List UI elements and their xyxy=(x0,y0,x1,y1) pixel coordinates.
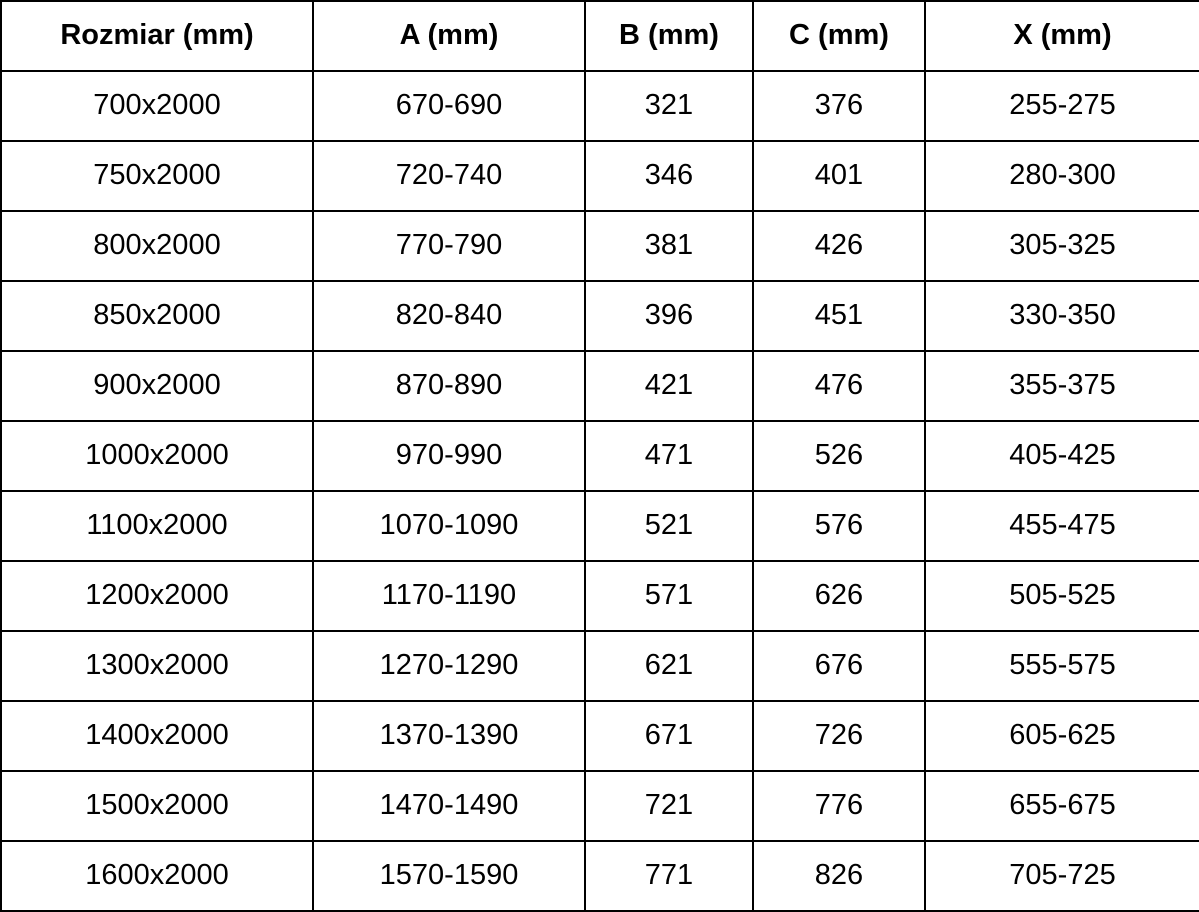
cell-c: 776 xyxy=(752,770,926,842)
cell-rozmiar: 750x2000 xyxy=(0,140,314,212)
cell-b: 571 xyxy=(584,560,754,632)
cell-c: 576 xyxy=(752,490,926,562)
cell-c: 401 xyxy=(752,140,926,212)
cell-b: 381 xyxy=(584,210,754,282)
cell-b: 771 xyxy=(584,840,754,912)
table-row: 1500x2000 1470-1490 721 776 655-675 xyxy=(0,770,1199,842)
cell-b: 521 xyxy=(584,490,754,562)
table-row: 900x2000 870-890 421 476 355-375 xyxy=(0,350,1199,422)
column-header-x: X (mm) xyxy=(924,0,1199,72)
table-row: 750x2000 720-740 346 401 280-300 xyxy=(0,140,1199,212)
cell-a: 1470-1490 xyxy=(312,770,586,842)
cell-b: 721 xyxy=(584,770,754,842)
cell-b: 396 xyxy=(584,280,754,352)
cell-rozmiar: 1500x2000 xyxy=(0,770,314,842)
cell-a: 670-690 xyxy=(312,70,586,142)
cell-rozmiar: 1100x2000 xyxy=(0,490,314,562)
cell-a: 820-840 xyxy=(312,280,586,352)
cell-x: 405-425 xyxy=(924,420,1199,492)
cell-a: 1070-1090 xyxy=(312,490,586,562)
cell-x: 705-725 xyxy=(924,840,1199,912)
cell-rozmiar: 1600x2000 xyxy=(0,840,314,912)
cell-b: 321 xyxy=(584,70,754,142)
table-row: 1400x2000 1370-1390 671 726 605-625 xyxy=(0,700,1199,772)
cell-c: 726 xyxy=(752,700,926,772)
table-row: 1100x2000 1070-1090 521 576 455-475 xyxy=(0,490,1199,562)
table-row: 1600x2000 1570-1590 771 826 705-725 xyxy=(0,840,1199,912)
table-row: 850x2000 820-840 396 451 330-350 xyxy=(0,280,1199,352)
column-header-b: B (mm) xyxy=(584,0,754,72)
cell-x: 305-325 xyxy=(924,210,1199,282)
cell-rozmiar: 1400x2000 xyxy=(0,700,314,772)
cell-c: 626 xyxy=(752,560,926,632)
cell-rozmiar: 700x2000 xyxy=(0,70,314,142)
cell-x: 355-375 xyxy=(924,350,1199,422)
table-row: 1000x2000 970-990 471 526 405-425 xyxy=(0,420,1199,492)
cell-x: 255-275 xyxy=(924,70,1199,142)
cell-a: 870-890 xyxy=(312,350,586,422)
cell-b: 671 xyxy=(584,700,754,772)
table-row: 1200x2000 1170-1190 571 626 505-525 xyxy=(0,560,1199,632)
cell-x: 655-675 xyxy=(924,770,1199,842)
cell-a: 770-790 xyxy=(312,210,586,282)
cell-x: 555-575 xyxy=(924,630,1199,702)
cell-x: 455-475 xyxy=(924,490,1199,562)
cell-b: 346 xyxy=(584,140,754,212)
cell-c: 426 xyxy=(752,210,926,282)
header-row: Rozmiar (mm) A (mm) B (mm) C (mm) X (mm) xyxy=(0,0,1199,72)
cell-x: 505-525 xyxy=(924,560,1199,632)
cell-c: 476 xyxy=(752,350,926,422)
table-row: 700x2000 670-690 321 376 255-275 xyxy=(0,70,1199,142)
cell-c: 451 xyxy=(752,280,926,352)
cell-rozmiar: 850x2000 xyxy=(0,280,314,352)
cell-x: 330-350 xyxy=(924,280,1199,352)
cell-a: 1270-1290 xyxy=(312,630,586,702)
cell-a: 1570-1590 xyxy=(312,840,586,912)
column-header-a: A (mm) xyxy=(312,0,586,72)
cell-c: 526 xyxy=(752,420,926,492)
cell-rozmiar: 800x2000 xyxy=(0,210,314,282)
cell-a: 970-990 xyxy=(312,420,586,492)
column-header-rozmiar: Rozmiar (mm) xyxy=(0,0,314,72)
table-row: 1300x2000 1270-1290 621 676 555-575 xyxy=(0,630,1199,702)
cell-x: 605-625 xyxy=(924,700,1199,772)
cell-b: 421 xyxy=(584,350,754,422)
cell-b: 621 xyxy=(584,630,754,702)
cell-c: 376 xyxy=(752,70,926,142)
cell-rozmiar: 1000x2000 xyxy=(0,420,314,492)
cell-rozmiar: 1300x2000 xyxy=(0,630,314,702)
cell-x: 280-300 xyxy=(924,140,1199,212)
cell-a: 1370-1390 xyxy=(312,700,586,772)
column-header-c: C (mm) xyxy=(752,0,926,72)
cell-a: 720-740 xyxy=(312,140,586,212)
cell-rozmiar: 900x2000 xyxy=(0,350,314,422)
cell-a: 1170-1190 xyxy=(312,560,586,632)
cell-b: 471 xyxy=(584,420,754,492)
table-row: 800x2000 770-790 381 426 305-325 xyxy=(0,210,1199,282)
cell-c: 676 xyxy=(752,630,926,702)
cell-rozmiar: 1200x2000 xyxy=(0,560,314,632)
cell-c: 826 xyxy=(752,840,926,912)
